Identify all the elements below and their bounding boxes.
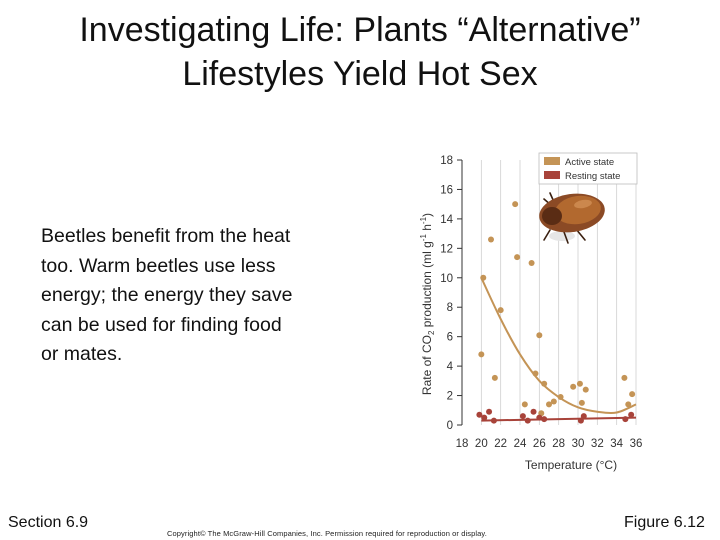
copyright-notice: Copyright© The McGraw-Hill Companies, In… xyxy=(167,529,487,538)
resting-state-point xyxy=(481,414,488,421)
active-state-point xyxy=(512,201,519,208)
legend-swatch-active xyxy=(544,157,560,165)
active-state-point xyxy=(521,401,528,408)
slide-title: Investigating Life: Plants “Alternative”… xyxy=(20,8,700,96)
x-tick-label: 24 xyxy=(514,438,527,450)
y-axis-label-sub: 2 xyxy=(427,330,436,335)
y-tick-label: 12 xyxy=(440,243,453,255)
y-axis-label-part: production (ml g xyxy=(420,241,434,330)
y-axis-label-sup: -1 xyxy=(419,234,428,242)
resting-state-point xyxy=(486,408,493,415)
active-state-point xyxy=(491,374,498,381)
active-state-point xyxy=(488,236,494,243)
y-tick-label: 0 xyxy=(447,420,453,432)
body-text-line-2: too. Warm beetles use less xyxy=(41,254,276,277)
chart-points xyxy=(476,201,636,424)
x-tick-label: 26 xyxy=(533,438,546,450)
body-text-line-3: energy; the energy they save xyxy=(41,284,293,306)
y-tick-label: 6 xyxy=(447,332,453,344)
resting-state-point xyxy=(490,417,497,424)
active-state-point xyxy=(570,383,577,390)
active-state-point xyxy=(546,401,552,408)
active-state-point xyxy=(532,370,539,377)
y-axis-label-sup: -1 xyxy=(419,216,428,224)
chart-legend: Active state Resting state xyxy=(538,152,638,185)
active-state-point xyxy=(576,380,583,387)
slide-title-line-1: Investigating Life: Plants “Alternative” xyxy=(79,11,641,49)
beetle-shadow xyxy=(549,231,575,241)
beetle-illustration xyxy=(539,192,605,244)
section-label: Section 6.9 xyxy=(8,514,89,531)
resting-state-point xyxy=(476,411,483,418)
figure-label: Figure 6.12 xyxy=(624,514,705,531)
body-text-line-5: or mates. xyxy=(41,343,123,365)
y-axis-label-part: Rate of CO xyxy=(420,335,434,395)
resting-state-point xyxy=(622,416,629,423)
active-state-point xyxy=(550,398,557,405)
resting-state-point xyxy=(524,417,531,424)
legend-swatch-resting xyxy=(544,171,560,179)
resting-state-point xyxy=(580,413,587,420)
body-text-line-1: Beetles benefit from the heat xyxy=(41,225,291,247)
y-tick-label: 14 xyxy=(440,214,453,226)
x-tick-label: 30 xyxy=(572,438,585,450)
x-tick-labels: 18 20 22 24 26 28 30 32 34 36 xyxy=(456,438,643,450)
beetle-highlight xyxy=(574,199,592,209)
active-state-point xyxy=(578,399,585,406)
resting-state-point xyxy=(577,417,584,424)
y-tick-label: 10 xyxy=(440,273,453,285)
x-tick-label: 20 xyxy=(475,438,488,450)
active-state-point xyxy=(480,274,487,281)
y-axis-label-part: ) xyxy=(420,213,434,217)
y-axis-label-part: h xyxy=(420,224,434,234)
active-state-point xyxy=(497,307,504,314)
y-axis-label: Rate of CO2 production (ml g-1 h-1) xyxy=(419,213,436,395)
x-tick-label: 32 xyxy=(591,438,604,450)
body-text-line-4: can be used for finding food xyxy=(41,313,282,336)
x-tick-label: 22 xyxy=(494,438,507,450)
resting-state-point xyxy=(530,408,537,415)
active-state-point xyxy=(536,332,543,339)
beetle-head xyxy=(542,207,562,225)
y-tick-label: 16 xyxy=(440,184,453,196)
y-tick-label: 2 xyxy=(447,391,453,403)
active-state-point xyxy=(528,260,535,267)
y-tick-label: 4 xyxy=(447,361,454,373)
x-axis-label: Temperature (°C) xyxy=(525,458,617,472)
y-tick-label: 8 xyxy=(447,302,453,314)
resting-state-point xyxy=(536,414,543,421)
resting-state-point xyxy=(541,416,548,423)
body-text: Beetles benefit from the heat too. Warm … xyxy=(41,222,341,370)
y-tick-label: 18 xyxy=(440,155,453,167)
active-state-point xyxy=(514,254,521,261)
active-state-point xyxy=(621,374,628,381)
legend-label-active: Active state xyxy=(565,157,614,168)
legend-label-resting: Resting state xyxy=(565,171,620,182)
active-state-point xyxy=(582,386,589,393)
active-state-point xyxy=(557,394,564,401)
x-tick-label: 34 xyxy=(610,438,623,450)
resting-state-point xyxy=(628,411,635,418)
active-state-point xyxy=(629,391,636,398)
active-state-point xyxy=(541,380,548,387)
y-tick-labels: 0 2 4 6 8 10 12 14 16 18 xyxy=(440,155,453,432)
active-state-point xyxy=(625,401,632,408)
x-tick-label: 28 xyxy=(552,438,565,450)
active-state-point xyxy=(478,351,485,358)
x-tick-label: 36 xyxy=(630,438,643,450)
resting-state-point xyxy=(519,413,526,420)
slide-title-line-2: Lifestyles Yield Hot Sex xyxy=(182,55,538,93)
x-tick-label: 18 xyxy=(456,438,469,450)
